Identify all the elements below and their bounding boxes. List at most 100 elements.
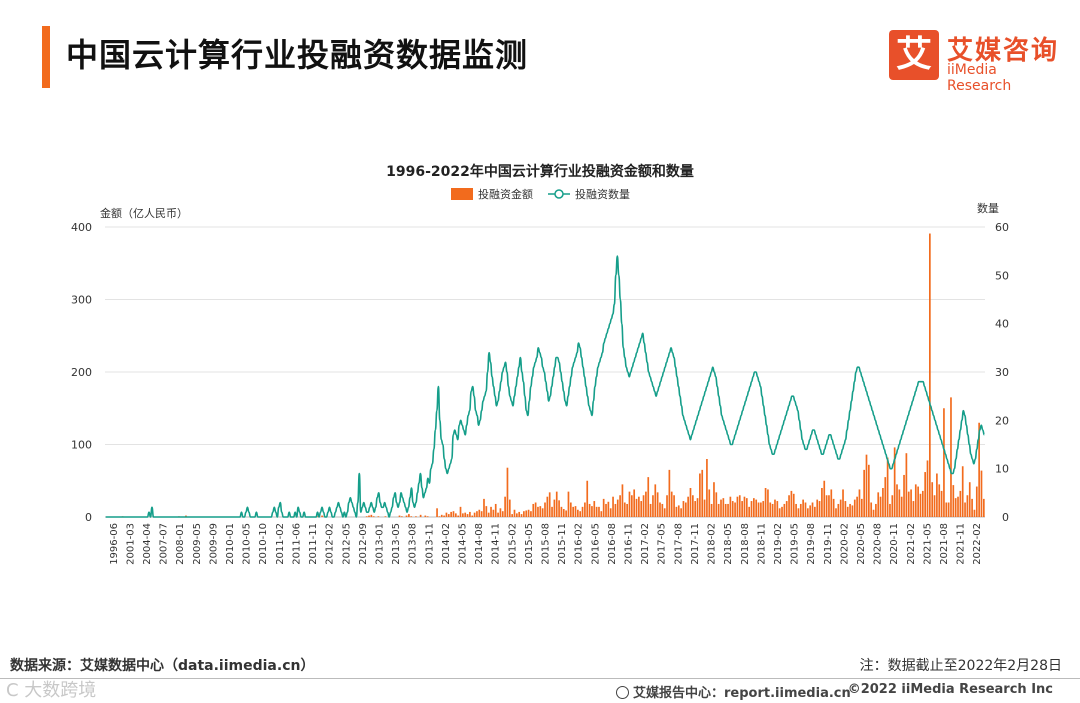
amount-bar — [790, 490, 793, 517]
amount-bar — [708, 489, 711, 517]
x-tick-label: 2010-10 — [258, 523, 269, 565]
x-tick-label: 2015-08 — [541, 523, 552, 565]
count-line — [105, 255, 986, 518]
amount-bar — [640, 501, 643, 517]
amount-bar — [982, 498, 985, 517]
footer-divider — [0, 678, 1080, 679]
amount-bar — [569, 502, 572, 517]
x-tick-label: 2011-11 — [308, 523, 319, 565]
amount-bar — [668, 469, 671, 517]
amount-bar — [830, 489, 833, 517]
amount-bar — [696, 498, 699, 517]
amount-bar — [558, 500, 560, 517]
amount-bar — [821, 488, 823, 517]
amount-bar — [968, 482, 971, 517]
amount-bar — [523, 511, 525, 517]
x-tick-label: 2018-11 — [756, 523, 767, 565]
amount-bar — [588, 503, 591, 517]
amount-bar — [825, 495, 828, 517]
amount-bar — [846, 506, 849, 517]
legend-bar-swatch — [451, 188, 473, 200]
amount-bar — [464, 512, 467, 517]
amount-bar — [964, 502, 966, 517]
y-left-tick-label: 400 — [71, 221, 92, 234]
amount-bar — [858, 489, 861, 517]
amount-bar — [600, 511, 603, 517]
amount-bar — [832, 498, 835, 517]
amount-bar — [492, 509, 495, 517]
amount-bar — [652, 495, 654, 517]
iimedia-logo: 艾 艾媒咨询 iiMedia Research — [889, 30, 1064, 94]
amount-bar — [762, 501, 765, 517]
amount-bar — [577, 509, 579, 517]
amount-bar — [321, 515, 323, 517]
x-tick-label: 2014-05 — [457, 523, 468, 565]
amount-bar — [699, 473, 701, 517]
amount-bar — [680, 508, 682, 517]
amount-bar — [792, 493, 795, 517]
copyright: ©2022 iiMedia Research Inc — [847, 682, 1053, 697]
amount-bar — [966, 495, 969, 517]
amount-bar — [898, 489, 901, 517]
amount-bar — [584, 502, 586, 517]
amount-bar — [856, 496, 858, 517]
amount-bar — [738, 495, 741, 517]
amount-bar — [593, 501, 596, 517]
y-right-tick-label: 30 — [995, 366, 1009, 379]
amount-bar — [473, 512, 476, 517]
amount-bar — [645, 491, 647, 517]
y-right-tick-label: 0 — [1002, 511, 1009, 524]
x-tick-label: 2021-11 — [956, 523, 967, 565]
report-center: 艾媒报告中心：report.iimedia.cn — [616, 682, 851, 701]
amount-bar — [565, 510, 567, 517]
amount-bar — [903, 474, 905, 517]
amount-bar — [410, 516, 413, 518]
amount-bar — [525, 510, 528, 517]
amount-bar — [607, 501, 610, 517]
y-right-tick-label: 20 — [995, 414, 1009, 427]
x-tick-label: 2008-01 — [175, 523, 186, 565]
amount-bar — [691, 495, 694, 517]
amount-bar — [426, 516, 429, 518]
amount-bar — [884, 477, 887, 517]
amount-bar — [839, 499, 842, 517]
amount-bar — [555, 491, 558, 517]
y-axis-right-label: 数量 — [977, 202, 999, 215]
amount-bar — [961, 466, 964, 517]
amount-bar — [466, 514, 469, 517]
amount-bar — [701, 469, 704, 517]
x-tick-label: 2014-08 — [474, 523, 485, 565]
amount-bar — [849, 503, 851, 517]
amount-bar — [975, 486, 978, 517]
amount-bar — [706, 459, 708, 517]
amount-bar — [919, 493, 922, 517]
amount-bar — [980, 470, 983, 517]
x-tick-label: 2015-02 — [507, 523, 518, 565]
x-tick-label: 2021-08 — [939, 523, 950, 565]
amount-bar — [520, 514, 523, 517]
x-tick-label: 2018-08 — [740, 523, 751, 565]
amount-bar — [870, 502, 873, 517]
amount-bar — [595, 506, 598, 517]
x-tick-label: 2016-05 — [590, 523, 601, 565]
amount-bar — [476, 511, 478, 517]
amount-bar — [924, 472, 927, 517]
amount-bar — [377, 516, 380, 518]
amount-bar — [649, 503, 652, 517]
amount-bar — [907, 491, 910, 517]
amount-bar — [534, 502, 537, 517]
amount-bar — [771, 503, 774, 517]
amount-bar — [574, 506, 577, 517]
y-axis-right-ticks: 0 10 20 30 40 50 60 — [995, 221, 1009, 524]
amount-bar — [567, 491, 570, 517]
amount-bar — [605, 503, 607, 517]
y-axis-left-label: 金额（亿人民币） — [100, 206, 188, 220]
amount-bar — [499, 508, 502, 517]
amount-bar — [971, 498, 973, 517]
x-tick-label: 2012-02 — [325, 523, 336, 565]
amount-bar — [438, 516, 441, 518]
amount-bar — [684, 502, 687, 517]
chart-legend: 投融资金额 投融资数量 — [451, 187, 630, 201]
x-tick-label: 2017-08 — [673, 523, 684, 565]
amount-bar — [616, 499, 619, 517]
